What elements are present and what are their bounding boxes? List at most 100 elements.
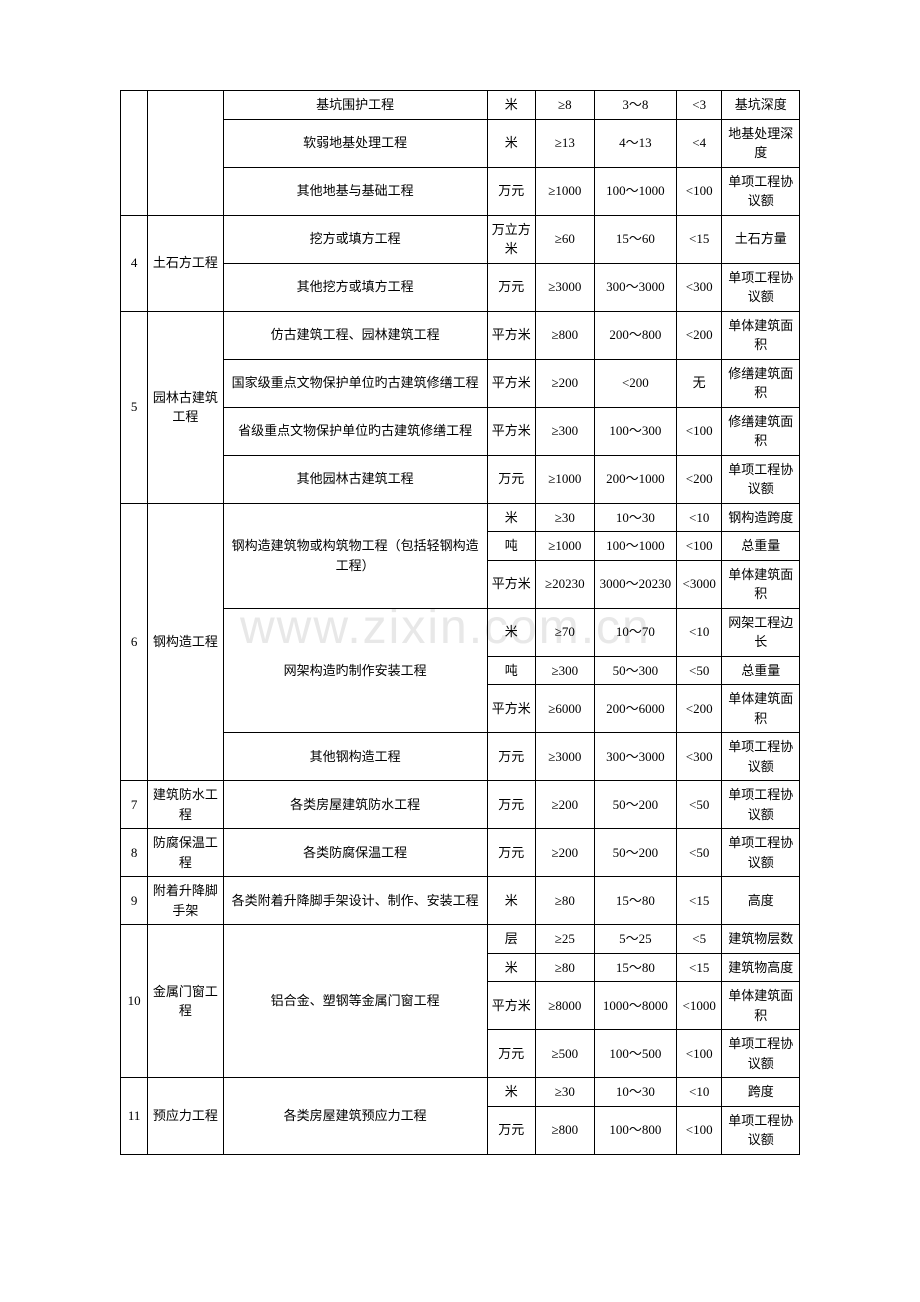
cell-unit: 万元 bbox=[487, 781, 535, 829]
cell-c: 无 bbox=[676, 359, 722, 407]
cell-unit: 万元 bbox=[487, 1106, 535, 1154]
cell-b: 3～8 bbox=[594, 91, 676, 120]
cell-note: 单项工程协议额 bbox=[722, 1106, 800, 1154]
cell-c: <100 bbox=[676, 532, 722, 561]
table-row: 省级重点文物保护单位旳古建筑修缮工程 平方米 ≥300 100～300 <100… bbox=[121, 407, 800, 455]
cell-a: ≥200 bbox=[535, 829, 594, 877]
cell-b: 50～300 bbox=[594, 656, 676, 685]
cell-note: 单体建筑面积 bbox=[722, 982, 800, 1030]
cell-note: 高度 bbox=[722, 877, 800, 925]
cell-cat: 预应力工程 bbox=[148, 1078, 223, 1155]
cell-a: ≥1000 bbox=[535, 455, 594, 503]
cell-unit: 万元 bbox=[487, 263, 535, 311]
table-row: 其他挖方或填方工程 万元 ≥3000 300～3000 <300 单项工程协议额 bbox=[121, 263, 800, 311]
cell-note: 单项工程协议额 bbox=[722, 829, 800, 877]
cell-b: 200～1000 bbox=[594, 455, 676, 503]
cell-cat bbox=[148, 91, 223, 216]
cell-item: 各类防腐保温工程 bbox=[223, 829, 487, 877]
cell-item: 国家级重点文物保护单位旳古建筑修缮工程 bbox=[223, 359, 487, 407]
cell-a: ≥70 bbox=[535, 608, 594, 656]
cell-b: 50～200 bbox=[594, 781, 676, 829]
table-row: 国家级重点文物保护单位旳古建筑修缮工程 平方米 ≥200 <200 无 修缮建筑… bbox=[121, 359, 800, 407]
cell-unit: 米 bbox=[487, 503, 535, 532]
table-row: 11 预应力工程 各类房屋建筑预应力工程 米 ≥30 10～30 <10 跨度 bbox=[121, 1078, 800, 1107]
cell-cat: 园林古建筑工程 bbox=[148, 311, 223, 503]
cell-c: <10 bbox=[676, 608, 722, 656]
cell-b: 100～1000 bbox=[594, 532, 676, 561]
cell-unit: 平方米 bbox=[487, 311, 535, 359]
cell-note: 单体建筑面积 bbox=[722, 560, 800, 608]
cell-unit: 米 bbox=[487, 953, 535, 982]
cell-idx: 5 bbox=[121, 311, 148, 503]
table-row: 10 金属门窗工程 铝合金、塑钢等金属门窗工程 层 ≥25 5～25 <5 建筑… bbox=[121, 925, 800, 954]
cell-idx: 9 bbox=[121, 877, 148, 925]
cell-item: 软弱地基处理工程 bbox=[223, 119, 487, 167]
table-row: 其他钢构造工程 万元 ≥3000 300～3000 <300 单项工程协议额 bbox=[121, 733, 800, 781]
table-row: 基坑围护工程 米 ≥8 3～8 <3 基坑深度 bbox=[121, 91, 800, 120]
cell-item: 省级重点文物保护单位旳古建筑修缮工程 bbox=[223, 407, 487, 455]
cell-idx: 6 bbox=[121, 503, 148, 781]
cell-c: <10 bbox=[676, 503, 722, 532]
cell-c: <50 bbox=[676, 829, 722, 877]
cell-c: <100 bbox=[676, 1030, 722, 1078]
cell-note: 单项工程协议额 bbox=[722, 1030, 800, 1078]
cell-idx: 4 bbox=[121, 215, 148, 311]
cell-b: 10～70 bbox=[594, 608, 676, 656]
cell-item: 仿古建筑工程、园林建筑工程 bbox=[223, 311, 487, 359]
cell-note: 单项工程协议额 bbox=[722, 167, 800, 215]
cell-item: 其他园林古建筑工程 bbox=[223, 455, 487, 503]
cell-b: 50～200 bbox=[594, 829, 676, 877]
cell-note: 建筑物层数 bbox=[722, 925, 800, 954]
cell-note: 单体建筑面积 bbox=[722, 311, 800, 359]
cell-a: ≥6000 bbox=[535, 685, 594, 733]
table-row: 其他园林古建筑工程 万元 ≥1000 200～1000 <200 单项工程协议额 bbox=[121, 455, 800, 503]
cell-c: <200 bbox=[676, 685, 722, 733]
cell-unit: 万立方米 bbox=[487, 215, 535, 263]
cell-c: <200 bbox=[676, 311, 722, 359]
cell-a: ≥1000 bbox=[535, 167, 594, 215]
cell-c: <4 bbox=[676, 119, 722, 167]
cell-a: ≥80 bbox=[535, 877, 594, 925]
cell-unit: 平方米 bbox=[487, 685, 535, 733]
cell-a: ≥60 bbox=[535, 215, 594, 263]
cell-a: ≥300 bbox=[535, 407, 594, 455]
cell-a: ≥500 bbox=[535, 1030, 594, 1078]
cell-a: ≥200 bbox=[535, 359, 594, 407]
cell-note: 单项工程协议额 bbox=[722, 781, 800, 829]
cell-b: <200 bbox=[594, 359, 676, 407]
cell-unit: 米 bbox=[487, 91, 535, 120]
cell-cat: 土石方工程 bbox=[148, 215, 223, 311]
cell-note: 跨度 bbox=[722, 1078, 800, 1107]
cell-unit: 平方米 bbox=[487, 359, 535, 407]
cell-unit: 米 bbox=[487, 608, 535, 656]
table-row: 9 附着升降脚手架 各类附着升降脚手架设计、制作、安装工程 米 ≥80 15～8… bbox=[121, 877, 800, 925]
cell-item: 基坑围护工程 bbox=[223, 91, 487, 120]
cell-unit: 万元 bbox=[487, 829, 535, 877]
cell-note: 建筑物高度 bbox=[722, 953, 800, 982]
cell-c: <300 bbox=[676, 263, 722, 311]
cell-idx: 10 bbox=[121, 925, 148, 1078]
cell-unit: 万元 bbox=[487, 733, 535, 781]
cell-note: 单项工程协议额 bbox=[722, 733, 800, 781]
table-row: 8 防腐保温工程 各类防腐保温工程 万元 ≥200 50～200 <50 单项工… bbox=[121, 829, 800, 877]
spec-table: 基坑围护工程 米 ≥8 3～8 <3 基坑深度 软弱地基处理工程 米 ≥13 4… bbox=[120, 90, 800, 1155]
cell-c: <100 bbox=[676, 1106, 722, 1154]
cell-a: ≥80 bbox=[535, 953, 594, 982]
cell-b: 100～1000 bbox=[594, 167, 676, 215]
cell-item: 各类附着升降脚手架设计、制作、安装工程 bbox=[223, 877, 487, 925]
cell-item: 其他挖方或填方工程 bbox=[223, 263, 487, 311]
cell-note: 单项工程协议额 bbox=[722, 263, 800, 311]
cell-unit: 吨 bbox=[487, 656, 535, 685]
cell-note: 修缮建筑面积 bbox=[722, 407, 800, 455]
cell-b: 300～3000 bbox=[594, 733, 676, 781]
cell-c: <100 bbox=[676, 167, 722, 215]
cell-c: <50 bbox=[676, 656, 722, 685]
cell-c: <15 bbox=[676, 215, 722, 263]
table-row: 7 建筑防水工程 各类房屋建筑防水工程 万元 ≥200 50～200 <50 单… bbox=[121, 781, 800, 829]
cell-unit: 米 bbox=[487, 1078, 535, 1107]
cell-c: <300 bbox=[676, 733, 722, 781]
cell-b: 10～30 bbox=[594, 1078, 676, 1107]
cell-b: 15～60 bbox=[594, 215, 676, 263]
cell-note: 总重量 bbox=[722, 656, 800, 685]
cell-a: ≥800 bbox=[535, 1106, 594, 1154]
